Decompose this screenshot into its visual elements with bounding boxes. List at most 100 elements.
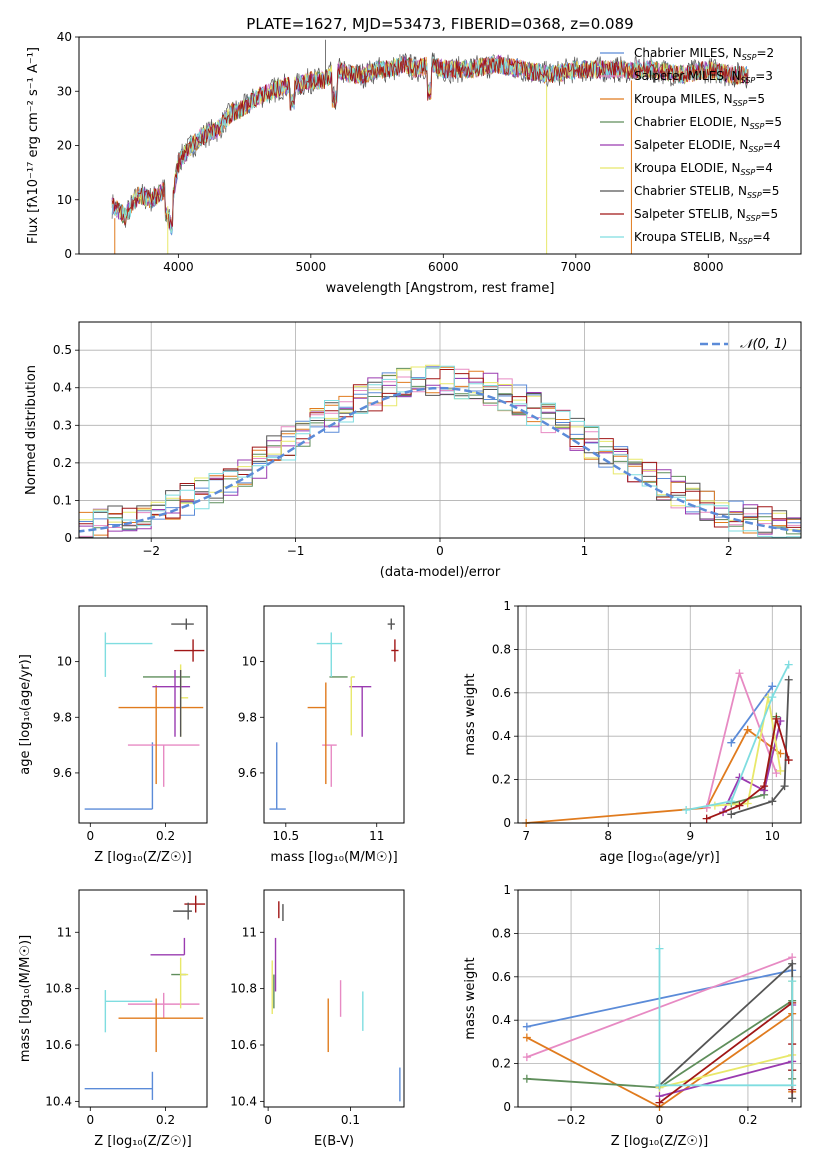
y-tick-label: 9.6 <box>53 766 72 780</box>
x-tick-label: −2 <box>142 544 160 558</box>
legend-entry: Chabrier ELODIE, NSSP=5 <box>634 115 782 131</box>
x-axis-label: Z [log₁₀(Z/Z☉)] <box>611 1134 708 1149</box>
age_vs_mass-panel: 10.5 11 9.6 9.8 10 mass [log₁₀(M/M☉)] <box>238 605 405 865</box>
y-tick-label: 0.4 <box>53 381 72 395</box>
y-tick-label: 10 <box>57 655 72 669</box>
spectrum-panel: 4000 5000 6000 7000 8000 0 10 20 30 40 wavelength … <box>26 30 802 296</box>
legend-tail: =3 <box>755 69 773 83</box>
legend-entry: Kroupa MILES, NSSP=5 <box>634 92 765 108</box>
x-axis-label: E(B-V) <box>314 1134 354 1149</box>
legend-label: Chabrier STELIB, N <box>634 184 747 198</box>
errorbar-point-2 <box>307 682 327 785</box>
weight-marker <box>727 738 736 747</box>
x-tick-label: 7000 <box>561 260 592 274</box>
y-axis-label: mass weight <box>463 957 478 1039</box>
errorbar-point-4 <box>152 669 191 737</box>
y-tick-label: 10 <box>57 193 72 207</box>
y-tick-label: 0 <box>64 247 72 261</box>
x-axis-label: wavelength [Angstrom, rest frame] <box>326 281 555 296</box>
axes-frame <box>263 889 405 1108</box>
weight-marker <box>522 1074 531 1083</box>
x-tick-label: 0 <box>264 1113 272 1127</box>
y-tick-label: 10.6 <box>230 1038 257 1052</box>
spectrum-series-7 <box>111 56 749 229</box>
axes-frame <box>263 605 405 824</box>
y-tick-label: 9.8 <box>53 710 72 724</box>
y-tick-label: 30 <box>57 84 72 98</box>
y-tick-label: 0.5 <box>53 343 72 357</box>
weight-marker <box>735 669 744 678</box>
age_vs_z-panel: 0 0.2 9.6 9.8 10 Z [log₁₀(Z/Z☉)] age [log₁₀(ag… <box>18 605 208 865</box>
y-tick-label: 0.2 <box>492 1057 511 1071</box>
weight-line-8 <box>686 664 790 811</box>
errorbar-point-4 <box>150 937 186 956</box>
errorbar-point-5 <box>350 676 355 736</box>
x-tick-label: 0.1 <box>341 1113 360 1127</box>
errorbar-point-1 <box>127 992 200 1019</box>
weight-marker <box>735 801 744 810</box>
legend-label: Salpeter ELODIE, N <box>634 138 748 152</box>
legend-subscript: SSP <box>750 122 765 131</box>
errorbar-point-5 <box>179 957 189 1009</box>
weight-line-5 <box>659 981 794 1089</box>
x-tick-label: 4000 <box>163 260 194 274</box>
x-axis-label: mass [log₁₀(M/M☉)] <box>270 850 397 865</box>
x-tick-label: 5000 <box>296 260 327 274</box>
legend-entry: Salpeter MILES, NSSP=3 <box>634 69 773 85</box>
weight-marker <box>727 797 736 806</box>
x-tick-label: 10.5 <box>272 829 299 843</box>
x-axis-label: age [log₁₀(age/yr)] <box>599 850 720 865</box>
legend-tail: =5 <box>747 92 765 106</box>
legend-tail: =2 <box>756 46 774 60</box>
weight-line-0 <box>526 728 782 824</box>
x-tick-label: 11 <box>369 829 384 843</box>
weight-line-8 <box>658 948 794 1087</box>
x-tick-label: 0.2 <box>156 1113 175 1127</box>
weight-marker <box>768 693 777 702</box>
axes-frame <box>78 36 802 255</box>
x-tick-label: 1 <box>581 544 589 558</box>
legend-subscript: SSP <box>746 214 761 223</box>
errorbar-point-5 <box>179 664 189 737</box>
x-tick-label: 0.2 <box>738 1113 757 1127</box>
errorbar-point-8 <box>173 902 192 920</box>
y-axis-label: mass weight <box>463 673 478 755</box>
legend-tail: =4 <box>753 230 771 244</box>
weight-line-7 <box>658 1000 794 1104</box>
weight-marker <box>522 1022 531 1031</box>
errorbar-point-6 <box>104 990 153 1033</box>
x-tick-label: 7 <box>522 829 530 843</box>
axes-frame <box>78 889 208 1108</box>
errorbar-point-8 <box>316 632 343 677</box>
y-tick-label: 1 <box>503 883 511 897</box>
errorbar-point-1 <box>127 744 200 787</box>
figure-title: PLATE=1627, MJD=53473, FIBERID=0368, z=0… <box>246 15 633 33</box>
legend-label: Kroupa STELIB, N <box>634 230 738 244</box>
y-tick-label: 9.8 <box>238 710 257 724</box>
errorbars <box>269 618 399 810</box>
legend-entry: Salpeter ELODIE, NSSP=4 <box>634 138 781 154</box>
x-axis-label: Z [log₁₀(Z/Z☉)] <box>94 850 191 865</box>
errorbar-point-0 <box>84 742 154 810</box>
weight-marker <box>772 714 781 723</box>
y-tick-label: 10.4 <box>45 1094 72 1108</box>
legend-subscript: SSP <box>747 191 762 200</box>
legend-entry: Salpeter STELIB, NSSP=5 <box>634 207 778 223</box>
y-tick-label: 10.8 <box>45 982 72 996</box>
weight-marker <box>743 799 752 808</box>
y-tick-label: 11 <box>242 925 257 939</box>
weight-marker <box>788 1094 797 1103</box>
weight-line-1 <box>730 685 774 744</box>
legend-label: Chabrier ELODIE, N <box>634 115 750 129</box>
x-axis-label: Z [log₁₀(Z/Z☉)] <box>94 1134 191 1149</box>
weight-marker <box>768 797 777 806</box>
weight_vs_z-panel: −0.2 0 0.2 0 0.2 0.4 0.6 0.8 1 Z [log₁₀(Z/Z☉)] mas… <box>463 883 802 1149</box>
y-tick-label: 0.8 <box>492 926 511 940</box>
legend-subscript: SSP <box>741 168 756 177</box>
y-tick-label: 0 <box>64 531 72 545</box>
y-tick-label: 10 <box>242 655 257 669</box>
weight-marker <box>522 1053 531 1062</box>
y-tick-label: 40 <box>57 30 72 44</box>
errorbars <box>271 901 401 1102</box>
